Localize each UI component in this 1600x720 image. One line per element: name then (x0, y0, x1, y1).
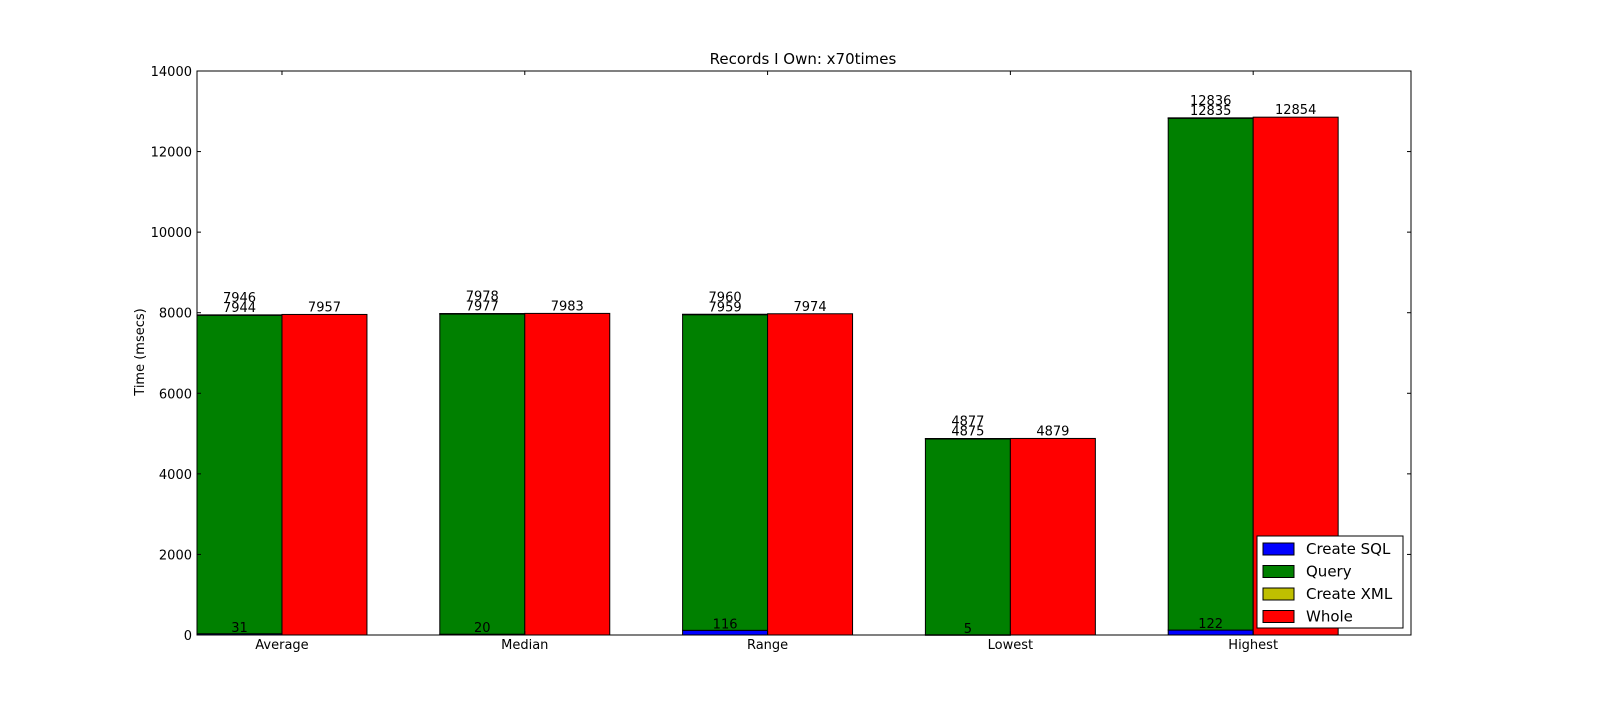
data-label-create-xml: 4877 (951, 415, 984, 430)
bar-whole-median (524, 312, 611, 636)
y-tick-label: 12000 (151, 146, 192, 161)
data-label-whole: 4879 (1036, 424, 1069, 439)
data-label-query: 12835 (1190, 104, 1231, 119)
data-label-create-sql: 5 (964, 622, 972, 637)
data-label-create-xml: 7960 (709, 290, 742, 305)
bar-query-average (196, 314, 283, 635)
y-tick-label: 6000 (159, 387, 192, 402)
data-label-query: 4875 (951, 425, 984, 440)
bar-whole-lowest (1009, 437, 1096, 636)
legend-label: Whole (1306, 608, 1353, 626)
y-tick-label: 8000 (159, 307, 192, 322)
data-label-whole: 7957 (308, 300, 341, 315)
x-tick-label: Average (255, 638, 308, 653)
legend-swatch (1262, 565, 1295, 578)
data-label-create-xml: 12836 (1190, 94, 1231, 109)
legend-swatch (1262, 542, 1295, 556)
data-label-whole: 12854 (1275, 103, 1316, 118)
y-tick-label: 2000 (159, 548, 192, 563)
y-tick-label: 14000 (151, 65, 192, 80)
data-label-whole: 7974 (794, 300, 827, 315)
bar-query-highest (1167, 117, 1254, 631)
chart-title: Records I Own: x70times (710, 50, 897, 68)
y-tick-label: 0 (184, 629, 192, 644)
x-tick-label: Median (501, 638, 548, 653)
x-tick-label: Lowest (988, 638, 1033, 653)
legend: Create SQL Query Create XML Whole (1256, 535, 1404, 629)
bar-query-lowest (924, 438, 1011, 636)
legend-label: Create XML (1306, 585, 1393, 603)
data-label-whole: 7983 (551, 299, 584, 314)
y-tick-label: 10000 (151, 226, 192, 241)
data-label-create-sql: 122 (1198, 617, 1223, 632)
legend-label: Create SQL (1306, 540, 1391, 558)
bar-query-range (682, 313, 769, 631)
data-label-create-sql: 20 (474, 621, 491, 636)
data-label-query: 7944 (223, 301, 256, 316)
x-tick-label: Highest (1228, 638, 1278, 653)
bar-whole-average (281, 313, 368, 636)
bar-whole-range (767, 313, 854, 636)
legend-swatch (1262, 587, 1295, 601)
data-label-create-sql: 116 (713, 617, 738, 632)
y-axis-label: Time (msecs) (133, 308, 148, 396)
bar-query-median (439, 313, 526, 635)
legend-label: Query (1306, 563, 1352, 581)
plot-frame (196, 70, 1412, 636)
legend-swatch (1262, 610, 1295, 623)
data-label-create-xml: 7946 (223, 291, 256, 306)
data-label-query: 7959 (709, 300, 742, 315)
data-label-create-sql: 31 (231, 621, 248, 636)
x-tick-label: Range (747, 638, 788, 653)
data-label-query: 7977 (466, 300, 499, 315)
y-tick-label: 4000 (159, 468, 192, 483)
data-label-create-xml: 7978 (466, 290, 499, 305)
